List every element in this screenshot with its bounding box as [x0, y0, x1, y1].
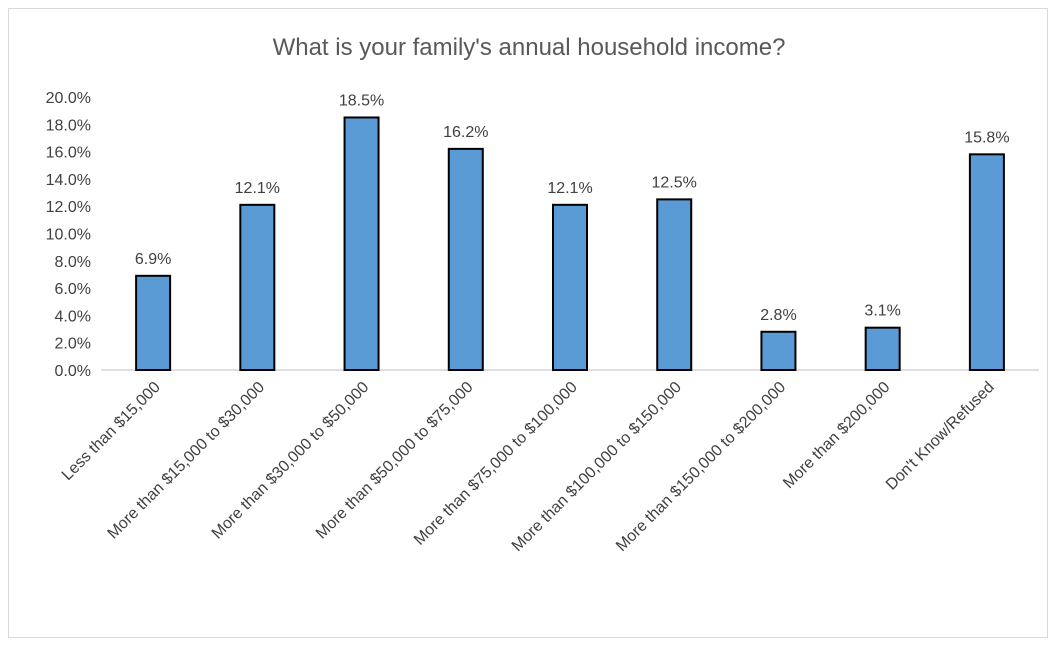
data-label: 3.1%: [864, 303, 900, 320]
y-tick-label: 16.0%: [46, 145, 91, 162]
y-tick-label: 4.0%: [55, 308, 91, 325]
bar-chart: What is your family's annual household i…: [46, 34, 1039, 555]
bar: [447, 147, 484, 371]
category-label: More than $75,000 to $100,000: [411, 379, 581, 549]
y-tick-label: 2.0%: [55, 336, 91, 353]
category-label: Less than $15,000: [59, 379, 164, 484]
category-label: More than $200,000: [780, 379, 893, 492]
data-label: 6.9%: [135, 251, 171, 268]
y-tick-label: 8.0%: [55, 254, 91, 271]
y-tick-label: 20.0%: [46, 90, 91, 107]
data-labels: 6.9% 12.1% 18.5% 16.2% 12.1% 12.5% 2.8% 3.1% 15.…: [135, 92, 1010, 323]
y-tick-label: 0.0%: [55, 363, 91, 380]
y-tick-label: 12.0%: [46, 199, 91, 216]
data-label: 15.8%: [964, 129, 1009, 146]
y-tick-label: 6.0%: [55, 281, 91, 298]
y-axis: 0.0% 2.0% 4.0% 6.0% 8.0% 10.0% 12.0% 14.0% 16.0%…: [46, 90, 91, 380]
bar: [864, 326, 901, 371]
data-label: 12.1%: [235, 180, 280, 197]
y-tick-label: 10.0%: [46, 227, 91, 244]
bar: [552, 203, 588, 371]
data-label: 18.5%: [339, 92, 384, 109]
data-label: 2.8%: [760, 307, 796, 324]
bar: [968, 153, 1005, 371]
bar: [135, 274, 172, 371]
y-tick-label: 18.0%: [46, 117, 91, 134]
category-label: Don't Know/Refused: [883, 379, 998, 494]
bar: [760, 330, 797, 371]
bar-series: [135, 116, 1005, 371]
chart-title: What is your family's annual household i…: [273, 34, 786, 61]
bar: [656, 198, 693, 371]
data-label: 16.2%: [443, 124, 488, 141]
bar: [239, 203, 276, 371]
chart-area: What is your family's annual household i…: [8, 8, 1048, 638]
bar: [343, 116, 380, 371]
category-label: More than $100,000 to $150,000: [509, 379, 685, 555]
data-label: 12.1%: [547, 180, 592, 197]
data-label: 12.5%: [652, 174, 697, 191]
category-label: More than $150,000 to $200,000: [613, 379, 789, 555]
y-tick-label: 14.0%: [46, 172, 91, 189]
